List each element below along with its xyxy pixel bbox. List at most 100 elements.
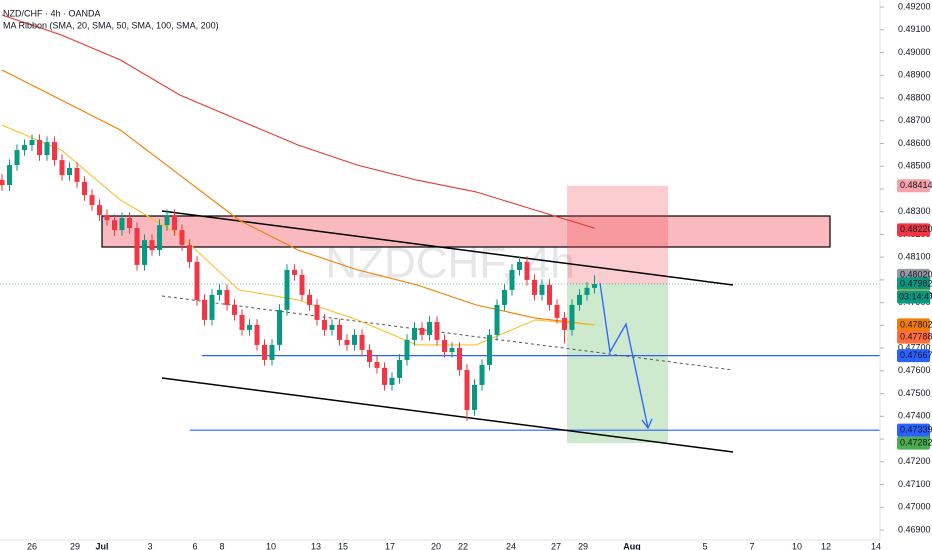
y-tick-label: 0.48300 <box>898 206 931 216</box>
candle-body <box>457 347 462 370</box>
x-tick-label: 3 <box>147 541 152 550</box>
candle-body <box>404 339 410 360</box>
y-tick-label: 0.47700 <box>898 342 931 352</box>
chart-title: NZD/CHF · 4h · OANDA <box>3 8 101 18</box>
y-tick-label: 0.48100 <box>898 252 931 262</box>
candle-body <box>247 324 252 330</box>
x-tick-label: Aug <box>623 541 641 550</box>
price-label-bg <box>897 277 930 291</box>
candle-body <box>0 179 5 186</box>
candle-body <box>104 215 110 221</box>
candle-body <box>382 367 387 385</box>
candle-body <box>322 319 327 330</box>
channel-lower <box>161 377 734 453</box>
x-tick-label: 6 <box>192 541 197 550</box>
x-tick-label: 27 <box>551 541 561 550</box>
price-label: 0.47339 <box>900 425 932 435</box>
x-tick-label: 10 <box>266 541 276 550</box>
candle-body <box>329 324 335 330</box>
price-label-bg <box>897 179 930 193</box>
price-label-bg <box>897 349 930 363</box>
price-label-bg <box>897 223 930 237</box>
candle-body <box>89 195 95 206</box>
x-tick-label: 20 <box>431 541 441 550</box>
candle-body <box>254 324 260 345</box>
candle-body <box>539 284 545 295</box>
candle-body <box>352 334 357 345</box>
moving-average <box>1 124 595 346</box>
price-label: 0.47788 <box>900 331 932 341</box>
candle-body <box>194 261 200 300</box>
price-label: 0.47667 <box>900 350 932 360</box>
candle-body <box>307 294 312 305</box>
candle-body <box>149 240 155 251</box>
x-tick-label: 13 <box>311 541 321 550</box>
candle-body <box>164 215 170 226</box>
y-tick-label: 0.49000 <box>898 47 931 57</box>
candle-body <box>577 294 582 305</box>
candle-body <box>119 218 125 231</box>
stop-zone <box>567 185 668 284</box>
y-tick-label: 0.47400 <box>898 411 931 421</box>
y-tick-label: 0.48600 <box>898 138 931 148</box>
plot <box>0 14 597 421</box>
candle-body <box>367 349 372 362</box>
candle-body <box>127 218 132 229</box>
candle-body <box>262 344 267 360</box>
candle-body <box>502 289 507 305</box>
candle-body <box>562 317 567 330</box>
candle-body <box>419 327 425 335</box>
candle-body <box>209 294 215 320</box>
candle-body <box>524 261 530 280</box>
y-tick-label: 0.47100 <box>898 479 931 489</box>
price-label-bg <box>897 330 930 344</box>
candle-body <box>277 309 282 345</box>
candle-body <box>217 289 222 295</box>
y-tick-label: 0.47500 <box>898 388 931 398</box>
candle-body <box>44 142 50 156</box>
x-tick-label: 29 <box>578 541 588 550</box>
candle-body <box>494 304 500 335</box>
countdown-bg <box>897 290 930 304</box>
candle-body <box>29 140 35 146</box>
candle-body <box>239 314 245 330</box>
countdown: 03:14:47 <box>899 291 932 301</box>
candle-body <box>14 150 20 166</box>
y-tick-label: 0.47200 <box>898 456 931 466</box>
candle-body <box>592 283 597 288</box>
price-label-bg <box>897 423 930 437</box>
zones <box>0 185 880 444</box>
candle-body <box>7 165 12 186</box>
candle-body <box>232 304 237 315</box>
candle-body <box>509 269 515 290</box>
candle-body <box>157 225 162 251</box>
x-tick-label: 24 <box>506 541 516 550</box>
y-tick-label: 0.48900 <box>898 70 931 80</box>
candle-body <box>52 142 57 161</box>
y-tick-label: 0.48800 <box>898 92 931 102</box>
candle-body <box>142 240 147 265</box>
candle-body <box>487 334 492 365</box>
candle-body <box>202 299 207 320</box>
price-label: 0.48020 <box>900 270 932 280</box>
candle-body <box>442 339 447 352</box>
moving-average <box>1 14 595 229</box>
candle-body <box>434 321 440 340</box>
candle-body <box>37 140 42 156</box>
candle-body <box>374 361 380 368</box>
price-label-bg <box>897 318 930 332</box>
candle-body <box>187 245 192 262</box>
candle-body <box>314 304 320 320</box>
candle-body <box>554 304 560 318</box>
candle-body <box>472 384 477 410</box>
candle-body <box>97 205 102 216</box>
y-tick-label: 0.47000 <box>898 502 931 512</box>
candle-body <box>397 359 402 378</box>
price-label: 0.47982 <box>900 278 932 288</box>
candle-body <box>59 160 65 176</box>
price-label-bg <box>897 436 930 450</box>
x-tick-label: Jul <box>95 541 108 550</box>
x-tick-label: 5 <box>702 541 707 550</box>
